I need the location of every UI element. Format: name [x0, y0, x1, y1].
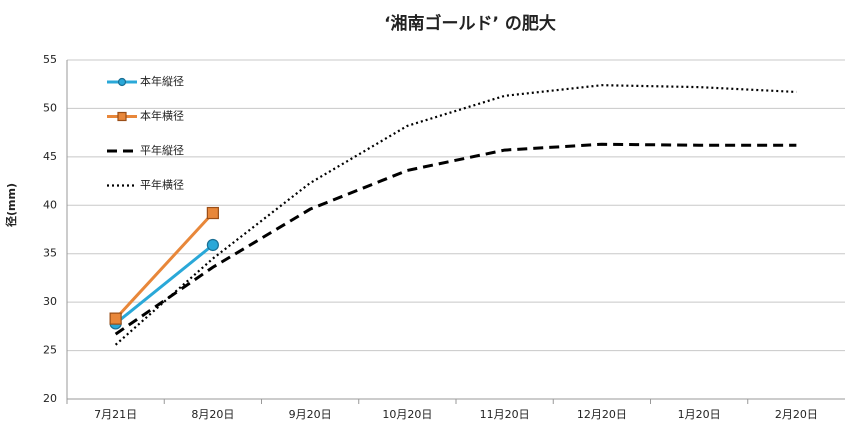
- legend-label: 本年横径: [140, 109, 184, 123]
- x-tick-label: 2月20日: [775, 408, 818, 421]
- y-tick-label: 40: [43, 198, 57, 211]
- y-tick-label: 55: [43, 53, 57, 66]
- y-tick-label: 45: [43, 150, 57, 163]
- point-marker: [206, 238, 219, 252]
- point-marker: [206, 206, 219, 220]
- legend-marker: [117, 111, 127, 122]
- legend-label: 本年縦径: [140, 74, 184, 88]
- series-line: [114, 212, 214, 320]
- y-tick-label: 30: [43, 295, 57, 308]
- y-axis-label: 径(mm): [4, 183, 18, 227]
- y-tick-label: 50: [43, 101, 57, 114]
- point-marker: [109, 312, 122, 325]
- x-tick-label: 11月20日: [480, 408, 530, 421]
- series-line: [114, 142, 797, 336]
- series-line: [114, 243, 214, 325]
- legend-label: 平年横径: [140, 178, 184, 192]
- x-tick-label: 12月20日: [577, 408, 627, 421]
- x-tick-label: 1月20日: [678, 408, 721, 421]
- x-tick-label: 10月20日: [382, 408, 432, 421]
- y-tick-label: 25: [43, 344, 57, 357]
- y-tick-label: 20: [43, 392, 57, 405]
- x-tick-label: 9月20日: [289, 408, 332, 421]
- x-tick-label: 8月20日: [191, 408, 234, 421]
- series-line: [114, 84, 797, 346]
- y-tick-label: 35: [43, 247, 57, 260]
- chart-title: ‘湘南ゴールド’ の肥大: [384, 13, 556, 34]
- legend-label: 平年縦径: [140, 143, 184, 157]
- legend-marker: [117, 77, 127, 87]
- x-tick-label: 7月21日: [94, 408, 137, 421]
